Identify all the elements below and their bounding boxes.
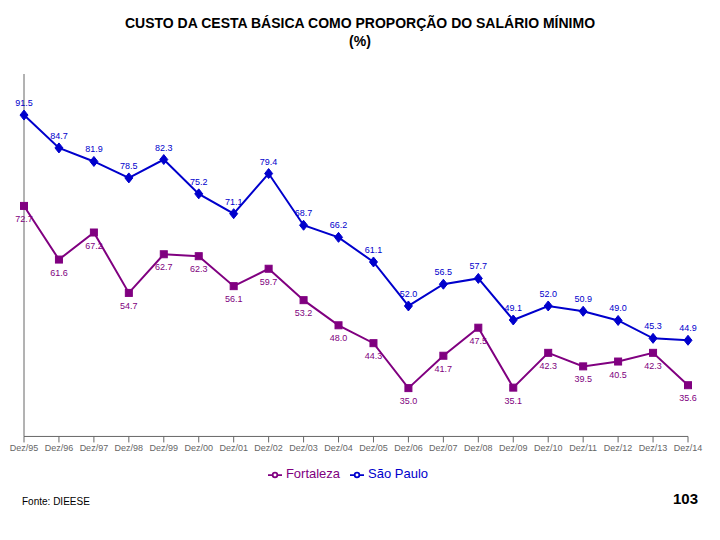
svg-text:40.5: 40.5 xyxy=(609,370,627,380)
svg-text:Dez/04: Dez/04 xyxy=(324,443,353,453)
svg-text:59.7: 59.7 xyxy=(260,277,278,287)
svg-text:79.4: 79.4 xyxy=(260,157,278,167)
svg-text:45.3: 45.3 xyxy=(644,321,662,331)
svg-text:47.5: 47.5 xyxy=(470,336,488,346)
html-text:São Paulo: São Paulo xyxy=(368,466,429,482)
svg-text:82.3: 82.3 xyxy=(155,143,173,153)
svg-text:35.6: 35.6 xyxy=(679,393,697,403)
svg-text:52.0: 52.0 xyxy=(539,289,557,299)
svg-text:71.1: 71.1 xyxy=(225,197,243,207)
html-text:CUSTO DA CESTA BÁSICA COMO PRO: CUSTO DA CESTA BÁSICA COMO PROPORÇÃO DO … xyxy=(125,15,595,31)
svg-text:44.9: 44.9 xyxy=(679,323,697,333)
svg-text:Dez/09: Dez/09 xyxy=(499,443,528,453)
svg-text:41.7: 41.7 xyxy=(435,364,453,374)
svg-text:Dez/99: Dez/99 xyxy=(150,443,179,453)
svg-text:61.6: 61.6 xyxy=(50,268,68,278)
svg-text:66.2: 66.2 xyxy=(330,220,348,230)
svg-text:56.5: 56.5 xyxy=(435,267,453,277)
svg-text:Dez/13: Dez/13 xyxy=(639,443,668,453)
svg-text:57.7: 57.7 xyxy=(470,261,488,271)
svg-text:62.7: 62.7 xyxy=(155,262,173,272)
svg-text:Dez/07: Dez/07 xyxy=(429,443,458,453)
svg-text:84.7: 84.7 xyxy=(50,131,68,141)
html-text:103: 103 xyxy=(673,490,698,507)
svg-text:75.2: 75.2 xyxy=(190,177,208,187)
svg-text:Dez/02: Dez/02 xyxy=(254,443,283,453)
svg-text:Dez/05: Dez/05 xyxy=(359,443,388,453)
svg-text:50.9: 50.9 xyxy=(574,294,592,304)
svg-text:Dez/11: Dez/11 xyxy=(569,443,597,453)
svg-text:53.2: 53.2 xyxy=(295,308,313,318)
svg-text:54.7: 54.7 xyxy=(120,301,138,311)
svg-text:Dez/12: Dez/12 xyxy=(604,443,633,453)
svg-text:Dez/01: Dez/01 xyxy=(219,443,248,453)
svg-text:68.7: 68.7 xyxy=(295,208,313,218)
svg-text:Dez/14: Dez/14 xyxy=(674,443,703,453)
svg-text:35.0: 35.0 xyxy=(400,396,418,406)
svg-text:Dez/03: Dez/03 xyxy=(289,443,318,453)
svg-text:Dez/98: Dez/98 xyxy=(115,443,144,453)
svg-text:Dez/06: Dez/06 xyxy=(394,443,423,453)
svg-text:91.5: 91.5 xyxy=(15,98,33,108)
svg-text:78.5: 78.5 xyxy=(120,161,138,171)
svg-text:67.2: 67.2 xyxy=(85,241,103,251)
svg-text:35.1: 35.1 xyxy=(504,396,522,406)
svg-text:Dez/08: Dez/08 xyxy=(464,443,493,453)
html-text:Fonte: DIEESE: Fonte: DIEESE xyxy=(22,496,90,507)
svg-text:Dez/97: Dez/97 xyxy=(80,443,109,453)
svg-text:Dez/00: Dez/00 xyxy=(184,443,213,453)
svg-text:42.3: 42.3 xyxy=(644,361,662,371)
svg-text:39.5: 39.5 xyxy=(574,374,592,384)
svg-text:49.0: 49.0 xyxy=(609,303,627,313)
svg-text:48.0: 48.0 xyxy=(330,333,348,343)
svg-text:Dez/10: Dez/10 xyxy=(534,443,563,453)
svg-text:49.1: 49.1 xyxy=(504,303,522,313)
svg-text:Dez/95: Dez/95 xyxy=(10,443,39,453)
svg-text:52.0: 52.0 xyxy=(400,289,418,299)
html-text:Fortaleza: Fortaleza xyxy=(285,466,341,482)
svg-text:44.3: 44.3 xyxy=(365,351,383,361)
svg-text:81.9: 81.9 xyxy=(85,144,103,154)
svg-text:61.1: 61.1 xyxy=(365,245,383,255)
svg-text:56.1: 56.1 xyxy=(225,294,243,304)
svg-text:42.3: 42.3 xyxy=(539,361,557,371)
svg-text:72.7: 72.7 xyxy=(15,214,33,224)
svg-text:Dez/96: Dez/96 xyxy=(45,443,74,453)
svg-text:62.3: 62.3 xyxy=(190,264,208,274)
